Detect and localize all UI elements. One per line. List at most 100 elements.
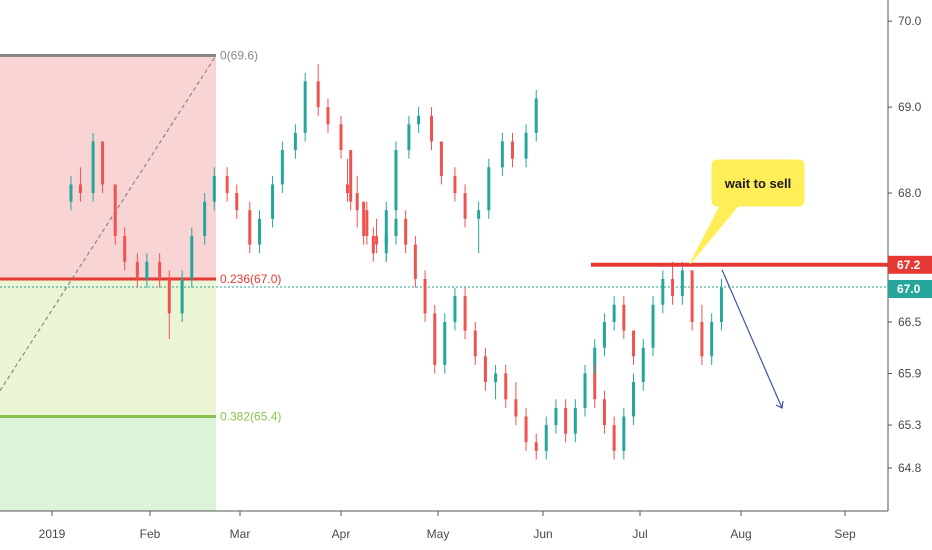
candle-body [235,193,239,211]
candle-body [544,425,548,451]
resistance-badge-bg [888,255,932,274]
forecast-arrow-head [775,400,784,409]
candle-body [316,81,320,108]
fibonacci-zones [0,55,216,511]
fib-zone-0-0236 [0,55,216,279]
candle-body [671,278,675,297]
candle-body [375,236,379,245]
candle-body [473,330,477,357]
candle-body [225,175,229,194]
candle-body [135,261,139,279]
candle-body [326,107,330,125]
y-tick-label: 65.3 [898,418,922,432]
y-tick-label: 69.0 [898,100,922,114]
current-price-badge-bg [888,279,932,298]
y-tick-labels: 70.0 69.0 68.0 66.5 65.9 65.3 64.8 [888,14,922,475]
candle-body [602,321,606,348]
candle-body [158,261,162,279]
candle-body [180,278,184,314]
callout-bubble[interactable]: wait to sell [689,159,805,265]
candle-body [632,382,636,417]
fib-level-label-0: 0(69.6) [220,49,258,63]
candle-body [430,115,434,142]
candle-body [514,399,518,417]
candle-body [203,201,207,237]
candle-body [583,373,587,408]
x-tick-label: 2019 [39,527,66,541]
candle-body [710,321,714,357]
candle-body [303,81,307,133]
candle-body [349,150,353,202]
fib-level-label-1: 0.236(67.0) [220,272,281,286]
candle-body [504,373,508,400]
y-tick-label: 64.8 [898,461,922,475]
y-tick-label: 70.0 [898,14,922,28]
candle-body [463,193,467,219]
candle-body [394,150,398,211]
x-tick-label: Jun [533,527,552,541]
candle-body [661,278,665,305]
candle-body [212,175,216,202]
x-tick-label: Apr [332,527,351,541]
x-tick-label: May [427,527,450,541]
candle-body [439,141,443,176]
candle-body [477,210,481,219]
candle-body [345,184,349,194]
candle-body [719,287,723,322]
candle-body [641,347,645,383]
candle-body [463,296,467,331]
y-tick-label: 68.0 [898,186,922,200]
candle-body [534,442,538,451]
candle-body [101,141,105,185]
candlestick-series [69,64,723,460]
callout-text: wait to sell [724,176,791,191]
candle-body [534,98,538,133]
candle-body [554,407,558,426]
candle-body [413,244,417,279]
candle-body [602,399,606,426]
candle-body [394,218,398,237]
candle-body [494,373,498,383]
candle-body [280,150,284,185]
x-tick-label: Feb [140,527,161,541]
fibonacci-level-labels: 0(69.6) 0.236(67.0) 0.382(65.4) [220,49,281,424]
candle-body [407,124,411,151]
candle-body [339,124,343,151]
x-axis: 2019 Feb Mar Apr May Jun Jul Aug Sep [0,510,888,541]
candle-body [258,218,262,245]
candle-body [362,201,366,237]
x-tick-label: Sep [834,527,856,541]
candle-body [483,356,487,383]
candle-body [365,210,369,237]
fibonacci-levels [0,54,216,418]
resistance-price-badge: 67.2 [888,255,932,274]
candle-body [355,193,359,211]
candle-body [612,304,616,322]
resistance-badge-text: 67.2 [897,258,921,272]
candle-body [622,416,626,451]
candle-body [453,175,457,194]
candle-body [443,321,447,365]
candle-body [271,184,275,219]
candle-body [417,115,421,125]
candle-body [248,210,252,245]
candle-body [78,184,82,194]
y-axis: 70.0 69.0 68.0 66.5 65.9 65.3 64.8 67.2 67.0 [887,0,932,511]
forecast-arrow [721,269,783,409]
candle-body [123,236,127,262]
candle-body [423,278,427,314]
candle-body [113,184,117,237]
candle-body [612,425,616,451]
candle-body [487,167,491,211]
candle-body [167,278,171,314]
candle-body [573,407,577,434]
candle-body [593,347,597,374]
candle-body [651,304,655,348]
fib-zone-0236-0382 [0,278,216,417]
candle-body [700,321,704,357]
candle-body [622,304,626,331]
y-tick-label: 65.9 [898,367,922,381]
callout-shape [689,159,805,265]
candle-body [384,236,388,245]
